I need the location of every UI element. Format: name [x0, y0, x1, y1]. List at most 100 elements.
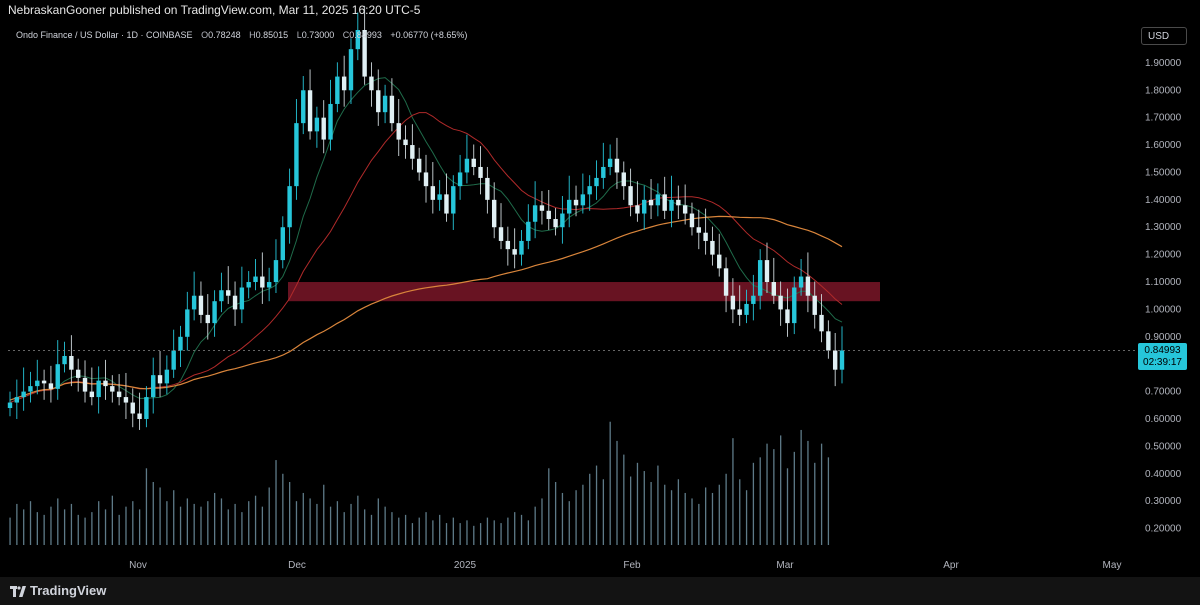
volume-bar — [261, 506, 264, 545]
price-tick-label: 1.70000 — [1145, 113, 1182, 124]
volume-bar — [466, 520, 468, 545]
volume-bar — [36, 512, 38, 545]
volume-bar — [711, 492, 714, 545]
volume-bar — [193, 503, 195, 545]
candle-body — [573, 199, 579, 206]
volume-bar — [275, 460, 277, 545]
volume-bar — [670, 490, 673, 545]
volume-bar — [602, 479, 605, 545]
candle-body — [703, 232, 708, 241]
volume-bar — [732, 438, 734, 545]
volume-bar — [800, 429, 802, 545]
volume-bar — [132, 501, 134, 545]
candle-body — [812, 295, 817, 315]
volume-bar — [664, 484, 666, 545]
tradingview-brand: TradingView — [30, 583, 107, 598]
time-tick-label: Apr — [943, 560, 959, 571]
ema-fast-line — [9, 77, 843, 404]
volume-bar — [568, 501, 570, 545]
candle-body — [69, 355, 74, 370]
candle-body — [826, 331, 831, 351]
price-tick-label: 1.30000 — [1145, 222, 1182, 233]
candle-body — [362, 30, 367, 77]
volume-bar — [173, 490, 175, 545]
price-tick-label: 0.90000 — [1145, 332, 1182, 343]
candle-body — [212, 301, 217, 324]
volume-bar — [479, 523, 482, 545]
price-tick-label: 0.40000 — [1145, 469, 1182, 480]
price-tick-label: 0.30000 — [1145, 496, 1182, 507]
volume-bar — [77, 514, 79, 545]
candle-body — [505, 240, 511, 250]
volume-bar — [527, 520, 529, 545]
volume-bar — [548, 468, 550, 545]
volume-bar — [432, 520, 434, 545]
volume-bar — [241, 512, 243, 545]
time-tick-label: Dec — [288, 560, 306, 571]
volume-bar — [29, 501, 32, 545]
candle-body — [594, 177, 599, 187]
candle-body — [553, 219, 558, 228]
candle-body — [567, 199, 572, 214]
last-price-tag: 0.84993 02:39:17 — [1138, 343, 1187, 370]
candle-body — [771, 282, 777, 296]
candle-body — [328, 103, 333, 140]
volume-bar — [329, 506, 332, 545]
candle-body — [839, 350, 845, 370]
volume-bar — [793, 451, 795, 545]
volume-bar — [582, 484, 584, 545]
volume-bar — [520, 514, 523, 545]
volume-bar — [541, 498, 543, 545]
price-tick-label: 0.70000 — [1145, 387, 1182, 398]
candle-body — [451, 186, 456, 214]
candle-body — [655, 194, 661, 206]
volume-bar — [220, 498, 223, 545]
tradingview-logo-icon — [10, 586, 26, 597]
price-tick-label: 0.60000 — [1145, 414, 1182, 425]
candle-body — [123, 397, 129, 403]
volume-bar — [289, 481, 291, 545]
volume-bar — [398, 517, 400, 545]
currency-selector[interactable]: USD — [1141, 27, 1187, 45]
candle-body — [682, 205, 688, 214]
candle-body — [778, 295, 783, 310]
candle-body — [219, 290, 224, 302]
change-value: +0.06770 (+8.65%) — [390, 30, 468, 40]
price-tick-label: 1.60000 — [1145, 140, 1182, 151]
candle-body — [253, 276, 258, 283]
volume-bar — [486, 517, 489, 545]
volume-bar — [268, 487, 270, 545]
volume-bar — [507, 517, 509, 545]
candle-body — [587, 186, 592, 195]
volume-bar — [561, 492, 564, 545]
candle-body — [491, 199, 497, 228]
volume-bar — [452, 517, 454, 545]
volume-bar — [9, 517, 11, 545]
candle-body — [723, 268, 729, 296]
candle-body — [478, 166, 483, 178]
candle-body — [416, 158, 422, 173]
candle-body — [232, 295, 238, 310]
volume-bar — [111, 495, 113, 545]
volume-bar — [227, 509, 229, 545]
volume-bar — [473, 525, 475, 545]
resistance-zone — [288, 282, 880, 302]
volume-bar — [500, 523, 502, 545]
candle-body — [764, 260, 770, 283]
volume-bar — [248, 501, 250, 545]
candle-body — [239, 287, 245, 310]
candle-body — [689, 213, 695, 228]
volume-bar — [16, 503, 18, 545]
candle-body — [28, 386, 33, 392]
volume-bar — [309, 498, 311, 545]
volume-bar — [745, 490, 748, 545]
volume-bar — [282, 473, 284, 545]
candle-body — [737, 309, 742, 315]
volume-bar — [57, 498, 59, 545]
volume-bar — [323, 484, 325, 545]
candlestick-chart[interactable]: 0.20000 0.30000 0.40000 0.50000 0.60000 0.700… — [0, 0, 1200, 577]
volume-bar — [43, 514, 45, 545]
volume-bar — [691, 498, 693, 545]
volume-bar — [411, 523, 414, 545]
volume-bar — [629, 476, 632, 545]
